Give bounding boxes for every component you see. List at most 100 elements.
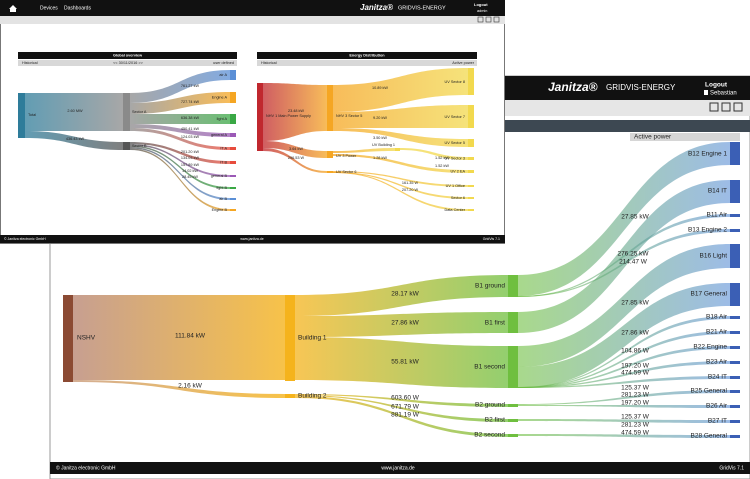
flow-link [130,114,230,124]
flow-label: 1.52 kW [435,164,449,168]
flow-label: 3.50 kW [373,136,387,140]
nav-item[interactable]: Devices [40,5,58,11]
flow-link [333,128,468,147]
sankey-node [230,133,236,137]
flow-label: 207.20 W [402,188,419,192]
sankey-node [730,405,740,408]
flow-link [518,331,730,388]
node-label: Total [28,113,36,117]
flow-link [295,395,508,422]
flow-label: 201.20 kW [181,150,200,154]
sankey-node [730,331,740,334]
flow-link [263,83,327,141]
sankey-node [508,346,518,388]
screen-icon[interactable] [493,16,500,23]
export-icon[interactable] [721,102,731,112]
column-header-bg [630,133,740,141]
node-label: B14 IT [708,188,727,195]
node-label: B2 first [485,417,505,424]
flow-link [130,124,230,137]
flow-label: 27.85 kW [621,214,649,221]
flow-label: 450.41 kW [181,127,200,131]
flow-label: 134.03 kW [181,156,200,160]
node-label: B1 ground [475,283,505,290]
flow-link [333,172,468,199]
sankey-node [508,434,518,437]
node-label: NHV 1 Main Power Supply [266,114,311,118]
flow-link [25,93,123,131]
flow-link [333,154,468,173]
flow-link [518,316,730,388]
screen-icon[interactable] [733,102,743,112]
footer-bar [0,235,505,243]
flow-link [130,142,230,164]
flow-link [333,171,468,187]
flow-link [518,244,730,367]
panel-header-cell: << 30/11/2016 >> [113,61,143,65]
node-label: UV 3 Power [336,154,357,158]
sankey-node [123,93,130,131]
flow-link [263,148,327,173]
flow-label: 281.23 W [621,392,650,399]
sankey-node [327,171,333,173]
sankey-node [730,180,740,203]
website[interactable]: www.janitza.de [381,465,415,471]
node-label: Sector B [132,144,147,148]
node-label: Building 1 [298,335,327,342]
sankey-node [327,85,333,131]
node-label: B12 Engine 1 [688,151,727,158]
node-label: UV Sector 6 [336,170,356,174]
export-icon[interactable] [485,16,492,23]
node-label: B1 second [474,364,505,371]
website[interactable]: www.janitza.de [240,237,263,241]
home-icon[interactable] [9,5,17,12]
flow-link [130,70,230,103]
flow-label: 214.47 W [619,259,648,266]
sankey-node [508,404,518,407]
sankey-node [395,148,400,151]
sankey-node [285,295,295,381]
column-header: Active power [634,134,672,141]
node-label: Building 2 [298,393,327,400]
flow-link [73,380,285,398]
node-label: B11 Air [707,212,728,219]
print-icon[interactable] [709,102,719,112]
flow-label: 2.16 kW [178,383,203,390]
flow-label: 2.60 MW [67,109,83,113]
flow-link [333,105,468,128]
sankey-node [63,295,73,382]
flow-link [73,295,285,380]
flow-link [295,396,508,437]
panels: Global overview Historical << 30/11/2016 >… [18,52,477,212]
sankey-node [730,420,740,423]
sankey: Total Sector A Sector B air A Engine A light … [18,70,236,212]
node-label: B23 Air [706,359,728,366]
flow-link [518,405,730,408]
node-label: IT A [220,147,227,151]
flow-link [333,148,395,153]
flow-label: 28.17 kW [391,291,419,298]
sankey-node [230,92,236,103]
node-label: B2 second [474,432,505,439]
nav-item[interactable]: Dashboards [64,5,91,11]
user-name: admin [477,9,487,13]
flow-label: 3.64 kW [289,147,303,151]
logout[interactable]: Logout [474,2,488,7]
copyright: © Janitza electronic GmbH [4,237,46,241]
flow-label: 436.43 kW [66,137,85,141]
sankey-node [468,209,474,211]
flow-label: 125.37 W [621,414,650,421]
logout[interactable]: Logout [705,82,728,89]
flow-link [130,92,230,114]
flow-label: 14.02 kW [182,169,198,173]
flow-link [130,147,230,200]
flow-label: 27.86 kW [391,320,419,327]
panel-header-cell: Historical [261,61,277,65]
node-label: UV Sector 8 [445,80,465,84]
flow-label: 881.19 W [391,412,420,419]
sankey-node [730,283,740,306]
sankey-node [230,147,236,150]
sankey-node [468,185,474,187]
flow-label: 636.38 kW [181,116,200,120]
print-icon[interactable] [477,16,484,23]
